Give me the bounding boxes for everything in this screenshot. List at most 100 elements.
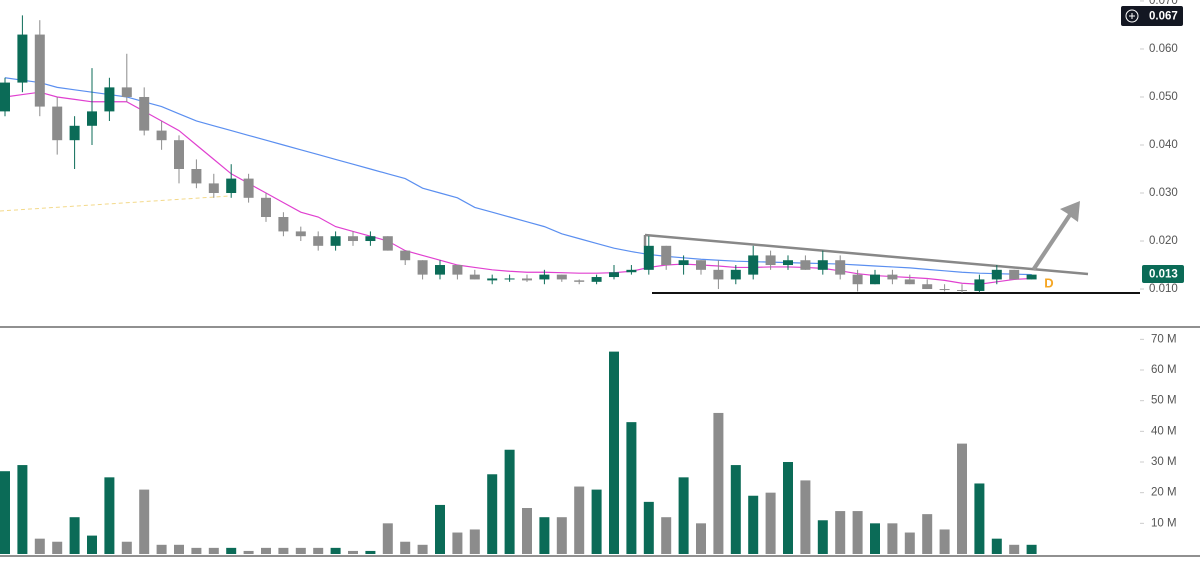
candle-body: [504, 278, 515, 280]
volume-bar: [643, 501, 654, 554]
candle-body: [626, 269, 637, 273]
volume-bar: [348, 550, 358, 554]
y-tick-label: 30 M: [1151, 456, 1177, 468]
volume-bar: [957, 443, 967, 554]
volume-bar: [591, 489, 602, 554]
volume-bar: [330, 547, 341, 554]
volume-bar: [904, 532, 915, 554]
candle-body: [765, 255, 776, 266]
candle-body: [34, 34, 45, 107]
volume-bar: [226, 547, 237, 554]
candle-body: [348, 236, 358, 242]
candle-body: [643, 245, 654, 270]
candle-body: [69, 125, 80, 141]
volume-bar: [34, 538, 45, 554]
y-tick-label: 40 M: [1151, 425, 1177, 437]
candle-body: [991, 269, 1002, 280]
volume-bar: [1026, 544, 1037, 554]
volume-bar: [52, 541, 63, 554]
volume-bar: [661, 517, 672, 554]
volume-bar: [17, 465, 28, 554]
dashed-level: [0, 195, 231, 212]
candle-body: [591, 277, 602, 282]
volume-bar: [539, 517, 550, 554]
volume-bar: [313, 547, 324, 554]
plus-icon[interactable]: [1125, 9, 1139, 23]
volume-bar: [69, 517, 80, 554]
y-tick-label: 50 M: [1151, 395, 1177, 407]
candle-body: [208, 183, 219, 194]
candle-body: [487, 278, 498, 281]
candle-body: [17, 34, 28, 83]
candle-body: [800, 260, 811, 270]
volume-bar: [626, 422, 637, 554]
candle-body: [539, 274, 550, 280]
volume-bar: [574, 486, 585, 554]
candle-body: [696, 260, 706, 270]
candle-body: [330, 236, 341, 246]
y-tick-label: 10 M: [1151, 517, 1177, 529]
candle-body: [852, 274, 863, 285]
y-tick-label: 0.030: [1149, 187, 1178, 199]
label-bg: [1121, 6, 1183, 26]
y-tick-label: 0.010: [1149, 283, 1178, 295]
candle-body: [417, 260, 428, 275]
volume-bar: [121, 541, 132, 554]
volume-bar: [974, 483, 985, 554]
volume-bar: [922, 514, 933, 554]
y-tick-label: 0.070: [1149, 0, 1178, 7]
volume-bar: [939, 529, 950, 554]
y-tick-label: 20 M: [1151, 487, 1177, 499]
candle-body: [748, 255, 759, 275]
volume-bar: [104, 477, 115, 554]
volume-bar: [382, 523, 393, 554]
last-price: 0.013: [1149, 269, 1178, 281]
volume-bar: [713, 412, 724, 554]
volume-bar: [991, 538, 1002, 554]
volume-bar: [730, 465, 741, 554]
candle-body: [870, 274, 880, 285]
volume-bar: [835, 511, 846, 554]
candle-body: [435, 265, 445, 275]
y-tick-label: 0.020: [1149, 235, 1178, 247]
volume-bar: [208, 547, 219, 554]
candle-body: [1026, 274, 1037, 280]
y-tick-label: 0.050: [1149, 91, 1178, 103]
volume-bar: [0, 471, 10, 554]
candle-body: [261, 197, 271, 218]
candle-body: [226, 178, 237, 194]
volume-bar: [261, 547, 271, 554]
candle-body: [974, 279, 985, 291]
volume-bar: [87, 535, 97, 554]
volume-bar: [783, 462, 793, 554]
volume-bar: [765, 492, 776, 554]
volume-bar: [191, 547, 202, 554]
volume-bar: [174, 544, 184, 554]
y-tick-label: 70 M: [1151, 333, 1177, 345]
candle-body: [783, 260, 793, 266]
moving-average: [4, 91, 1032, 285]
candle-body: [191, 169, 202, 184]
moving-average: [4, 77, 1032, 276]
volume-bar: [243, 550, 254, 554]
volume-bar: [817, 520, 828, 554]
y-tick-label: 0.040: [1149, 139, 1178, 151]
candle-body: [382, 236, 393, 251]
arrow: [1032, 201, 1080, 271]
candle-body: [87, 111, 97, 126]
candle-body: [957, 289, 967, 291]
volume-bar: [278, 547, 289, 554]
candle-body: [278, 217, 289, 232]
candle-body: [522, 278, 532, 281]
candle-body: [817, 260, 828, 270]
candle-body: [139, 96, 150, 131]
candle-body: [156, 130, 167, 141]
volume-bar: [852, 511, 863, 554]
candle-body: [104, 87, 115, 112]
volume-bar: [139, 489, 150, 554]
plus-icon: [1129, 13, 1135, 19]
y-tick-label: 60 M: [1151, 364, 1177, 376]
volume-bar: [870, 523, 880, 554]
candle-body: [887, 274, 898, 280]
volume-bar: [487, 474, 498, 554]
